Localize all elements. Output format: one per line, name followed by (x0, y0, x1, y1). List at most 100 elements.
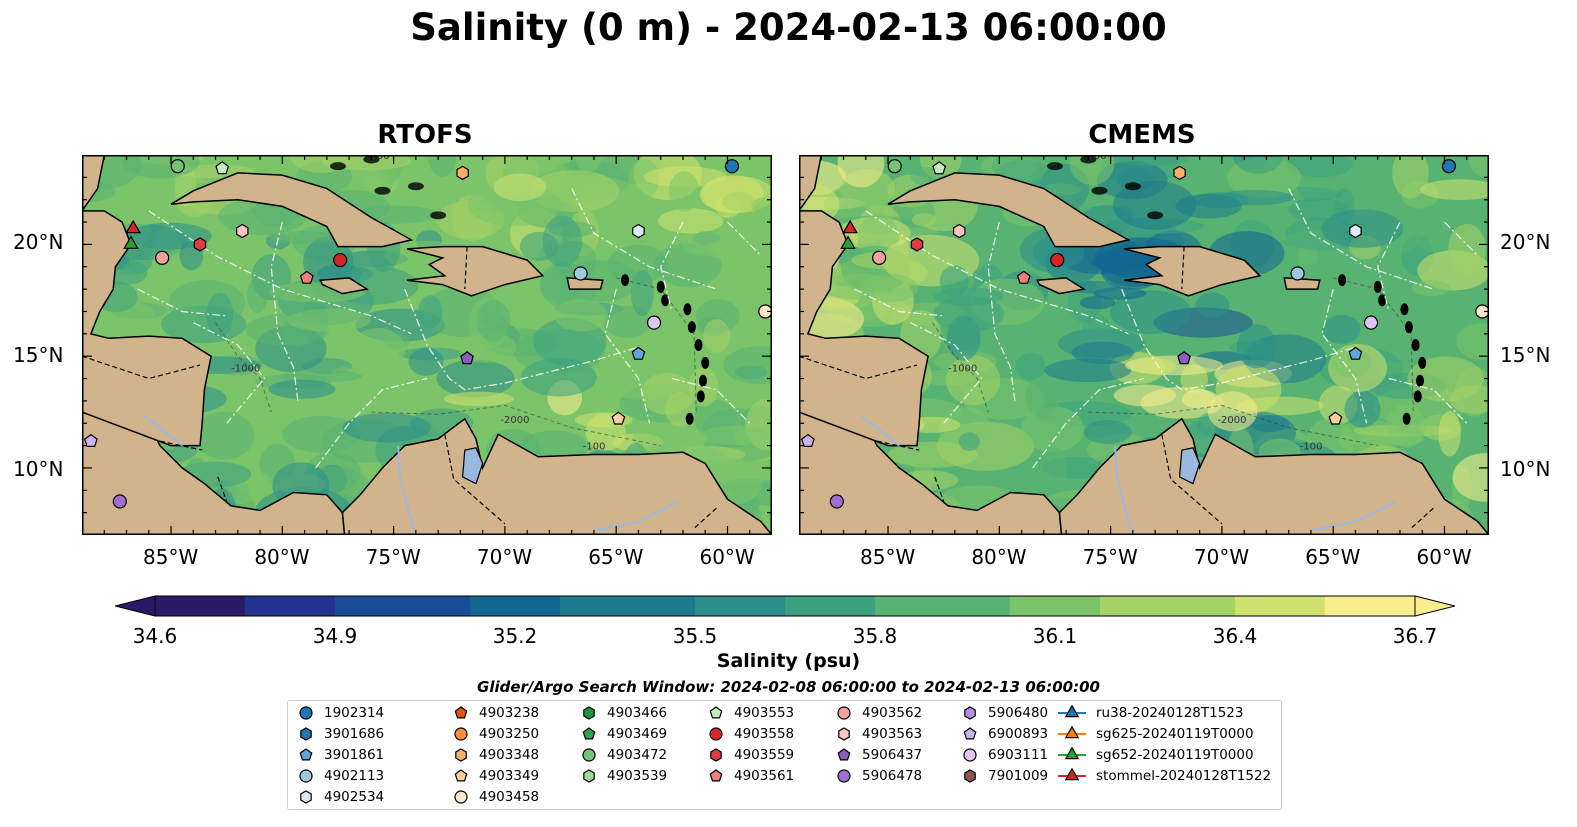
colorbar-segment (335, 596, 381, 616)
lon-tick-label: 60°W (699, 545, 755, 569)
legend-marker-icon (454, 769, 468, 782)
colorbar-segment (560, 596, 606, 616)
legend-marker-icon (709, 769, 723, 782)
legend-label: 4903539 (607, 768, 668, 784)
marker-4903553 (215, 161, 230, 175)
contour-label: -1000 (948, 363, 977, 374)
lat-tick-label-left: 15°N (13, 343, 64, 367)
marker-4903563 (953, 223, 966, 239)
legend-item: 4903559 (708, 747, 794, 763)
legend-marker-icon (582, 727, 596, 740)
legend-item: 4903349 (453, 768, 539, 784)
legend-label: 4902534 (324, 789, 385, 805)
colorbar-segment (1370, 596, 1416, 616)
legend-marker-icon (837, 748, 851, 761)
colorbar-segment (740, 596, 786, 616)
legend-marker-icon (964, 769, 976, 783)
legend-item: 4903458 (453, 789, 539, 805)
landmass-jamaica (319, 277, 369, 295)
legend-item: 4902534 (298, 789, 384, 805)
lon-tick-label: 80°W (254, 545, 310, 569)
land (799, 155, 1489, 535)
marker-4903562 (872, 250, 887, 265)
legend-item: 4902113 (298, 768, 384, 784)
marker-6903111 (1363, 315, 1379, 330)
marker-6900893 (83, 433, 98, 447)
legend-label: 7901009 (988, 768, 1049, 784)
lake-maracaibo (1178, 447, 1201, 485)
legend-marker-icon (454, 790, 468, 804)
legend-item: 4903562 (836, 705, 922, 721)
colorbar-segment (1100, 596, 1146, 616)
colorbar-tick-label: 36.7 (1392, 624, 1438, 648)
marker-5906478 (829, 494, 844, 509)
marker-4903349 (611, 411, 626, 425)
legend-marker-icon (1058, 768, 1086, 781)
colorbar-segment (1190, 596, 1236, 616)
legend-label: sg625-20240119T0000 (1096, 726, 1254, 742)
colorbar-extend-low (115, 595, 156, 617)
observation-markers (800, 159, 1489, 509)
marker-3901861 (631, 346, 646, 360)
legend-label: sg652-20240119T0000 (1096, 747, 1254, 763)
legend-item: sg652-20240119T0000 (1058, 747, 1254, 763)
legend-label: 4903561 (734, 768, 795, 784)
marker-4903559 (910, 237, 924, 252)
legend-marker-icon (837, 769, 851, 783)
legend-label: 4903349 (479, 768, 540, 784)
landmass-hispaniola (406, 245, 545, 297)
landmass-yucatanTip (799, 155, 823, 213)
legend-label: 4902113 (324, 768, 385, 784)
figure-title: Salinity (0 m) - 2024-02-13 06:00:00 (410, 6, 1167, 49)
colorbar-segment (380, 596, 426, 616)
colorbar-segment (1145, 596, 1191, 616)
colorbar-segment (1325, 596, 1371, 616)
lesser-antilles (1046, 155, 1427, 425)
contour-label: -1000 (231, 363, 260, 374)
marker-4903472 (887, 159, 902, 174)
colorbar-segment (650, 596, 696, 616)
lat-tick-label-left: 10°N (13, 457, 64, 481)
legend-label: 4903469 (607, 726, 668, 742)
legend-label: 3901861 (324, 747, 385, 763)
legend-marker-icon (300, 727, 312, 741)
marker-5906437 (460, 351, 474, 365)
colorbar-segment (1010, 596, 1056, 616)
lat-tick-label-left: 20°N (13, 230, 64, 254)
legend-item: 4903553 (708, 705, 794, 721)
legend-label: 4903466 (607, 705, 668, 721)
lat-tick-label-right: 20°N (1500, 230, 1551, 254)
marker-4902534 (1349, 223, 1362, 239)
legend-marker-icon (709, 706, 723, 719)
landmass-yucatanTip (82, 155, 106, 213)
marker-4903348 (1173, 165, 1186, 181)
legend-item: 6903111 (962, 747, 1048, 763)
legend-marker-icon (963, 727, 977, 740)
marker-4903558 (333, 252, 348, 268)
legend-marker-icon (582, 748, 596, 762)
legend-marker-icon (964, 706, 976, 720)
landmass-southAmerica (1058, 417, 1489, 535)
panel-title-cmems: CMEMS (1088, 120, 1196, 150)
legend-item: 4903250 (453, 726, 539, 742)
colorbar-extend-high (1414, 595, 1455, 617)
land (82, 155, 772, 535)
legend-item: sg625-20240119T0000 (1058, 726, 1254, 742)
colorbar-segment (515, 596, 561, 616)
legend-label: 4903348 (479, 747, 540, 763)
landmass-cuba (887, 172, 1131, 248)
lon-tick-label: 65°W (588, 545, 644, 569)
legend-item: 4903563 (836, 726, 922, 742)
colorbar-segment (785, 596, 831, 616)
legend-label: 6903111 (988, 747, 1049, 763)
lon-tick-label: 85°W (143, 545, 199, 569)
legend-item: 3901861 (298, 747, 384, 763)
marker-4902113 (573, 266, 588, 281)
landmass-jamaica (1036, 277, 1086, 295)
legend-item: 5906480 (962, 705, 1048, 721)
lake-maracaibo (461, 447, 484, 485)
colorbar-tick-label: 34.9 (312, 624, 358, 648)
axis-ticks (82, 155, 772, 535)
legend-item: ru38-20240128T1523 (1058, 705, 1243, 721)
legend-label: 4903559 (734, 747, 795, 763)
